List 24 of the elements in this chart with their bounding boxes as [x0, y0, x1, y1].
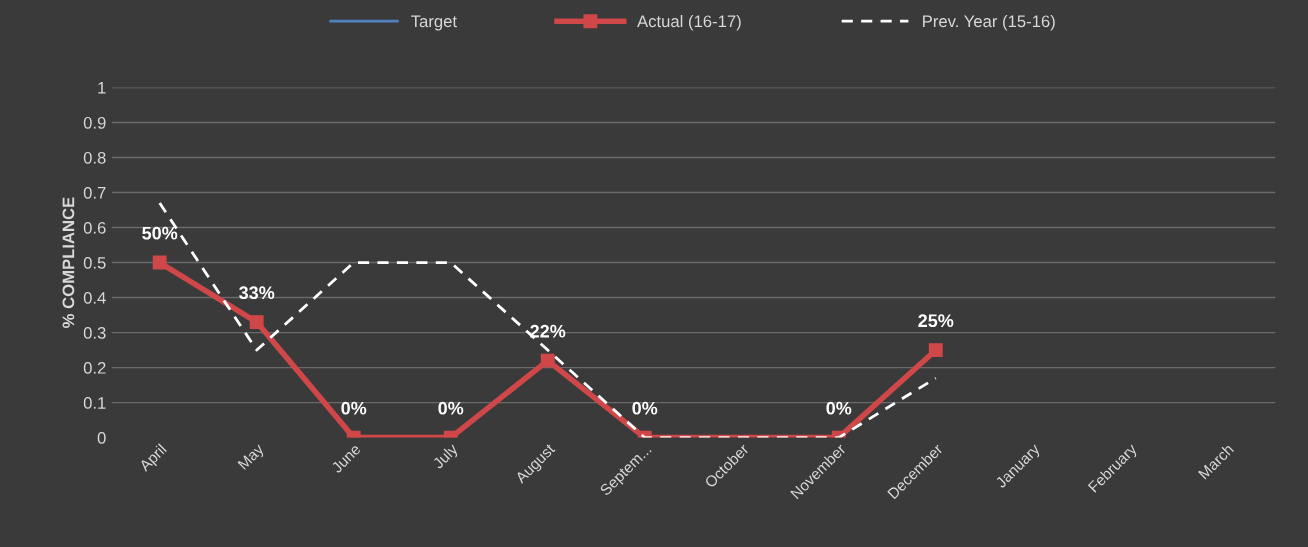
y-tick-label: 0.1: [83, 396, 106, 409]
y-tick-label: 0.9: [83, 116, 106, 129]
data-label: 0%: [341, 401, 367, 415]
y-tick-label: 0.6: [83, 221, 106, 234]
data-label: 0%: [826, 401, 852, 415]
y-tick-label: 0.2: [83, 361, 106, 374]
data-label: 25%: [918, 314, 954, 328]
y-axis-title: % COMPLIANCE: [62, 197, 75, 328]
data-label: 33%: [239, 286, 275, 300]
data-label: 0%: [632, 401, 658, 415]
y-tick-label: 0: [97, 432, 106, 444]
y-tick-label: 0.7: [83, 186, 106, 199]
legend-label: Actual (16-17): [637, 14, 741, 31]
legend-label: Prev. Year (15-16): [923, 14, 1055, 31]
y-tick-label: 0.4: [83, 291, 106, 304]
y-tick-label: 1: [98, 82, 106, 94]
data-label: 0%: [438, 401, 464, 415]
data-label: 22%: [530, 324, 566, 338]
data-label: 50%: [142, 226, 178, 240]
legend-label: Target: [411, 15, 457, 31]
y-tick-label: 0.5: [83, 256, 106, 269]
y-tick-label: 0.3: [83, 326, 106, 339]
x-tick-label: July: [431, 442, 461, 472]
y-tick-label: 0.8: [83, 151, 106, 164]
